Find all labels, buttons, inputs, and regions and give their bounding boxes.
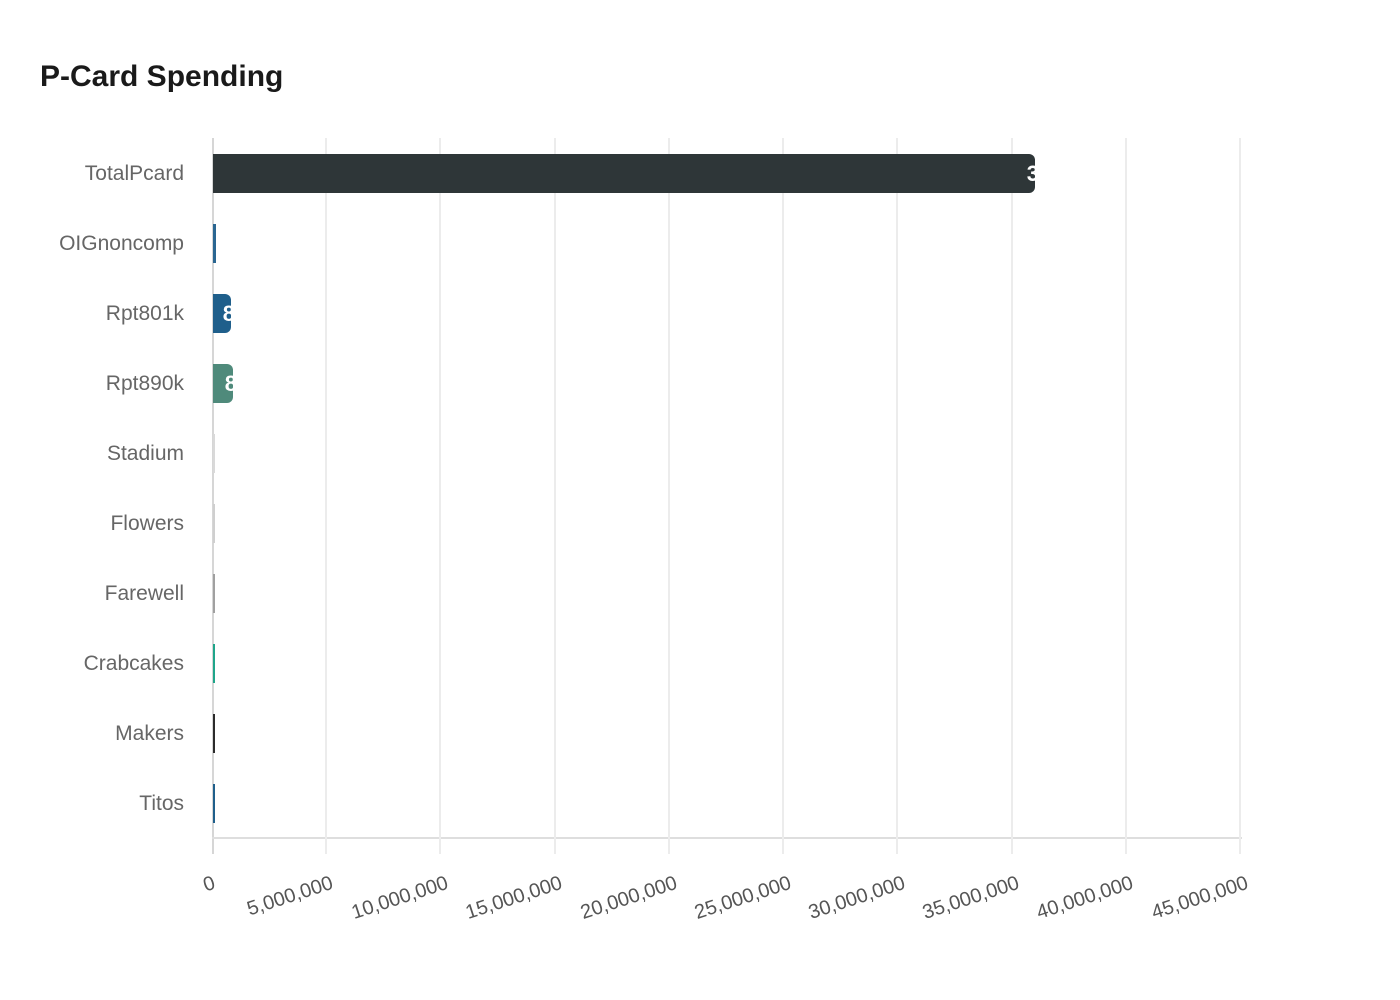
gridline xyxy=(325,138,328,854)
y-axis-label: TotalPcard xyxy=(84,162,184,185)
bar-rpt890k[interactable]: 8 xyxy=(213,364,233,403)
x-axis-tick-label: 35,000,000 xyxy=(920,872,1023,924)
bar-value-label: 8 xyxy=(222,301,231,326)
y-axis-label: Farewell xyxy=(104,582,184,605)
bar-rpt801k[interactable]: 8 xyxy=(213,294,231,333)
y-axis-label: Crabcakes xyxy=(83,652,184,675)
y-axis-label: Titos xyxy=(139,792,184,815)
y-axis-label: Rpt890k xyxy=(105,372,184,395)
bar-value-label: 8 xyxy=(224,371,233,396)
bar-titos[interactable] xyxy=(213,784,215,823)
x-axis-tick-label: 20,000,000 xyxy=(577,872,680,924)
y-axis-label: Makers xyxy=(115,722,184,745)
x-axis-tick-label: 10,000,000 xyxy=(349,872,452,924)
bar-totalpcard[interactable]: 3 xyxy=(213,154,1035,193)
gridline xyxy=(1010,138,1013,854)
gridline xyxy=(1239,138,1241,854)
gridline xyxy=(1124,138,1127,854)
y-axis-label: Rpt801k xyxy=(105,302,184,325)
x-axis-tick-label: 5,000,000 xyxy=(244,872,337,921)
bar-flowers[interactable] xyxy=(213,504,215,543)
chart-title: P-Card Spending xyxy=(40,60,284,93)
bar-crabcakes[interactable] xyxy=(213,644,215,683)
bar-value-label: 3 xyxy=(1026,161,1035,186)
gridline xyxy=(553,138,556,854)
x-axis-tick-label: 0 xyxy=(200,872,219,897)
bar-farewell[interactable] xyxy=(213,574,215,613)
gridline xyxy=(439,138,442,854)
bar-stadium[interactable] xyxy=(213,434,215,473)
gridline xyxy=(782,138,785,854)
y-axis-label: Flowers xyxy=(110,512,184,535)
y-axis-label: Stadium xyxy=(106,442,184,465)
x-axis-line xyxy=(212,837,1242,839)
gridline xyxy=(896,138,899,854)
gridline xyxy=(667,138,670,854)
y-axis-label: OIGnoncomp xyxy=(59,232,184,255)
y-axis-line xyxy=(212,138,214,854)
x-axis-tick-label: 15,000,000 xyxy=(463,872,566,924)
x-axis-tick-label: 25,000,000 xyxy=(691,872,794,924)
x-axis-tick-label: 30,000,000 xyxy=(805,872,908,924)
x-axis-tick-label: 40,000,000 xyxy=(1034,872,1137,924)
bar-makers[interactable] xyxy=(213,714,215,753)
plot-area: 3 8 8 xyxy=(212,138,1242,854)
x-axis-tick-label: 45,000,000 xyxy=(1148,872,1251,924)
bar-oignoncomp[interactable] xyxy=(213,224,216,263)
